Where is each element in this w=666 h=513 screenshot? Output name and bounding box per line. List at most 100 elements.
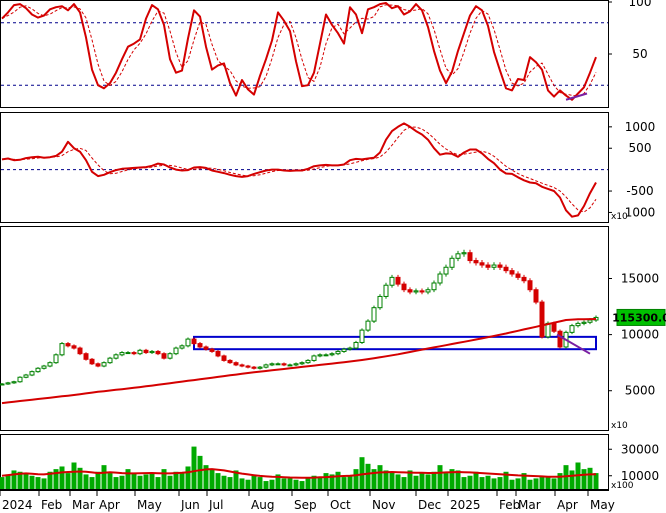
candle-body [455,253,461,259]
candle-body [449,257,455,268]
x-tick-label: Jun [180,498,200,512]
candle-body [383,284,389,297]
candle-body [47,362,53,367]
x-tick-label: 2025 [450,498,481,512]
oscillator-main-line [1,122,597,218]
volume-bar [299,481,305,489]
candle-body [389,276,395,286]
candle-body [569,325,575,333]
volume-moving-average-line [1,468,597,479]
candle-body [251,366,257,369]
oscillator-tick-label: 500 [629,141,652,155]
volume-bar [5,474,11,489]
x-tick-label: Mar [72,498,95,512]
volume-bar [551,478,557,489]
volume-bar [365,463,371,489]
candle-body [317,354,323,357]
volume-bar [197,455,203,489]
volume-bar [557,473,563,489]
candle-body [371,307,377,322]
candle-body [377,295,383,309]
volume-bar [329,474,335,489]
candle-body [269,363,275,366]
candle-body [71,345,77,349]
volume-bar [227,477,233,489]
volume-bar [65,473,71,489]
candle-body [359,329,365,343]
volume-bar [479,477,485,489]
x-tick-label: May [590,498,615,512]
price-panel-frame [0,226,609,431]
candle-body [35,367,41,373]
candle-body [587,319,593,323]
volume-bar [83,474,89,489]
x-tick-label: Feb [41,498,62,512]
volume-bar [527,479,533,489]
x-tick-label: 2024 [2,498,33,512]
volume-bar [521,473,527,489]
volume-bar [131,473,137,489]
volume-bar [539,477,545,489]
x-tick-label: Dec [418,498,441,512]
candle-body [5,382,11,385]
candle-body [509,270,515,275]
candle-body [281,363,287,366]
volume-bar [161,469,167,489]
candle-body [65,343,71,347]
candle-body [0,383,5,386]
volume-bar [383,470,389,489]
volume-bar [77,467,83,489]
volume-bar [377,465,383,489]
volume-tick-label: 30000 [621,442,659,456]
candle-body [515,273,521,278]
candle-body [353,341,359,349]
candle-body [143,349,149,354]
candle-body [221,355,227,361]
volume-bar [35,477,41,489]
candle-body [185,338,191,347]
candle-body [155,350,161,355]
volume-bar [293,479,299,489]
candle-body [245,365,251,368]
candle-body [131,352,137,355]
stochastic-panel: 100 50 [1,0,651,101]
x-axis: 2024 Feb Mar Apr May Jun Jul Aug Sep Oct Nov Dec 202… [0,490,615,512]
candle-body [95,363,101,367]
x-tick-label: May [137,498,162,512]
candle-body [23,374,29,378]
volume-bar [23,473,29,489]
price-panel: 15000 10000 5000 115300.0 x10 [0,249,666,431]
stochastic-panel-frame [0,0,609,108]
oscillator-tick-label: 1000 [625,205,656,219]
volume-bar [437,465,443,489]
candle-body [59,343,65,356]
stochastic-trendline [565,92,588,101]
oscillator-panel-frame [0,112,609,223]
candle-body [239,364,245,367]
volume-bar [533,478,539,489]
x-tick-label: Mar [518,498,541,512]
volume-bar [101,465,107,489]
candle-body [521,276,527,282]
candle-body [197,343,203,348]
candle-body [275,363,281,366]
volume-bar [401,477,407,489]
volume-bar [125,469,131,489]
candle-body [107,357,113,364]
volume-bar [335,471,341,489]
volume-panel-frame [0,434,609,490]
candle-body [101,362,107,367]
candle-body [461,252,467,255]
candle-body [473,260,479,264]
x-tick-label: Apr [99,498,120,512]
candle-body [527,280,533,291]
volume-bar [41,478,47,489]
price-trendline [556,333,591,355]
candle-body [83,353,89,360]
volume-bar [467,475,473,489]
volume-bar [347,475,353,489]
candle-body [413,290,419,293]
volume-bar [545,477,551,489]
oscillator-tick-label: 1000 [625,120,656,134]
